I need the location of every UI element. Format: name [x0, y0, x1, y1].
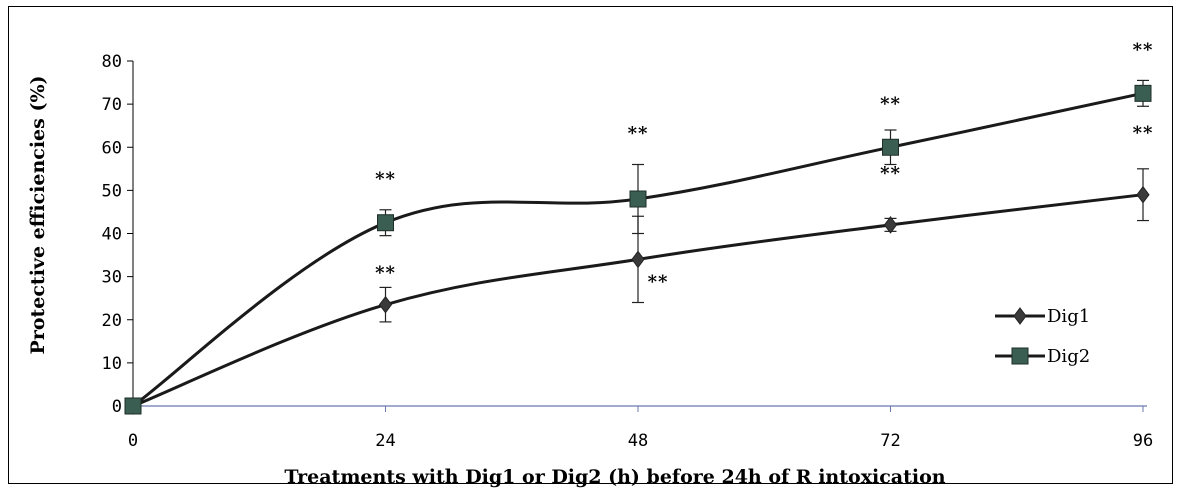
significance-label: **	[628, 123, 649, 144]
x-axis-title: Treatments with Dig1 or Dig2 (h) before …	[284, 466, 945, 488]
chart-frame	[8, 6, 1173, 484]
x-tick-label: 48	[628, 431, 648, 451]
data-point-dig1	[378, 295, 393, 314]
data-point-dig1	[631, 250, 645, 269]
x-tick-label: 24	[375, 431, 395, 451]
series-dig2: ** ** ** **	[124, 39, 1154, 415]
y-tick-label: 10	[102, 354, 122, 374]
y-tick-label: 70	[102, 95, 122, 115]
y-tick-label: 20	[102, 311, 122, 331]
significance-label: **	[375, 169, 396, 190]
data-point-dig2	[377, 214, 394, 232]
significance-label: **	[880, 163, 901, 184]
legend: Dig1 Dig2	[995, 306, 1090, 367]
x-tick-label: 0	[128, 431, 138, 451]
series-dig1: ** ** ** **	[126, 123, 1154, 415]
y-tick-label: 30	[102, 268, 122, 288]
y-axis-title: Protective efficiencies (%)	[27, 76, 49, 355]
significance-label: **	[880, 93, 901, 114]
significance-label: **	[1133, 39, 1154, 60]
data-point-dig2	[1134, 84, 1152, 102]
y-tick-label: 80	[102, 52, 122, 72]
data-point-dig2	[882, 138, 899, 156]
x-tick-label: 72	[880, 431, 900, 451]
significance-label: **	[375, 263, 396, 284]
axes	[127, 60, 1147, 412]
data-point-dig2	[629, 190, 647, 208]
legend-item-dig1: Dig1	[995, 306, 1090, 327]
tick-labels: 0 10 20 30 40 50 60 70 80 0 24 48 72 96	[102, 52, 1154, 451]
y-tick-label: 50	[102, 181, 122, 201]
legend-label: Dig2	[1047, 346, 1090, 367]
legend-item-dig2: Dig2	[995, 346, 1090, 367]
data-point-dig2	[124, 397, 142, 415]
series-layer: ** ** ** ** ** ** ** **	[124, 39, 1154, 415]
x-tick-label: 96	[1133, 431, 1153, 451]
data-point-dig1	[1136, 185, 1150, 204]
data-point-dig1	[883, 216, 898, 234]
legend-marker	[1013, 307, 1027, 325]
significance-label: **	[1133, 123, 1154, 144]
legend-marker	[1011, 347, 1029, 365]
significance-label: **	[648, 271, 669, 292]
y-tick-label: 40	[102, 225, 122, 245]
y-tick-label: 0	[112, 397, 122, 417]
legend-label: Dig1	[1047, 306, 1090, 327]
y-tick-label: 60	[102, 138, 122, 158]
